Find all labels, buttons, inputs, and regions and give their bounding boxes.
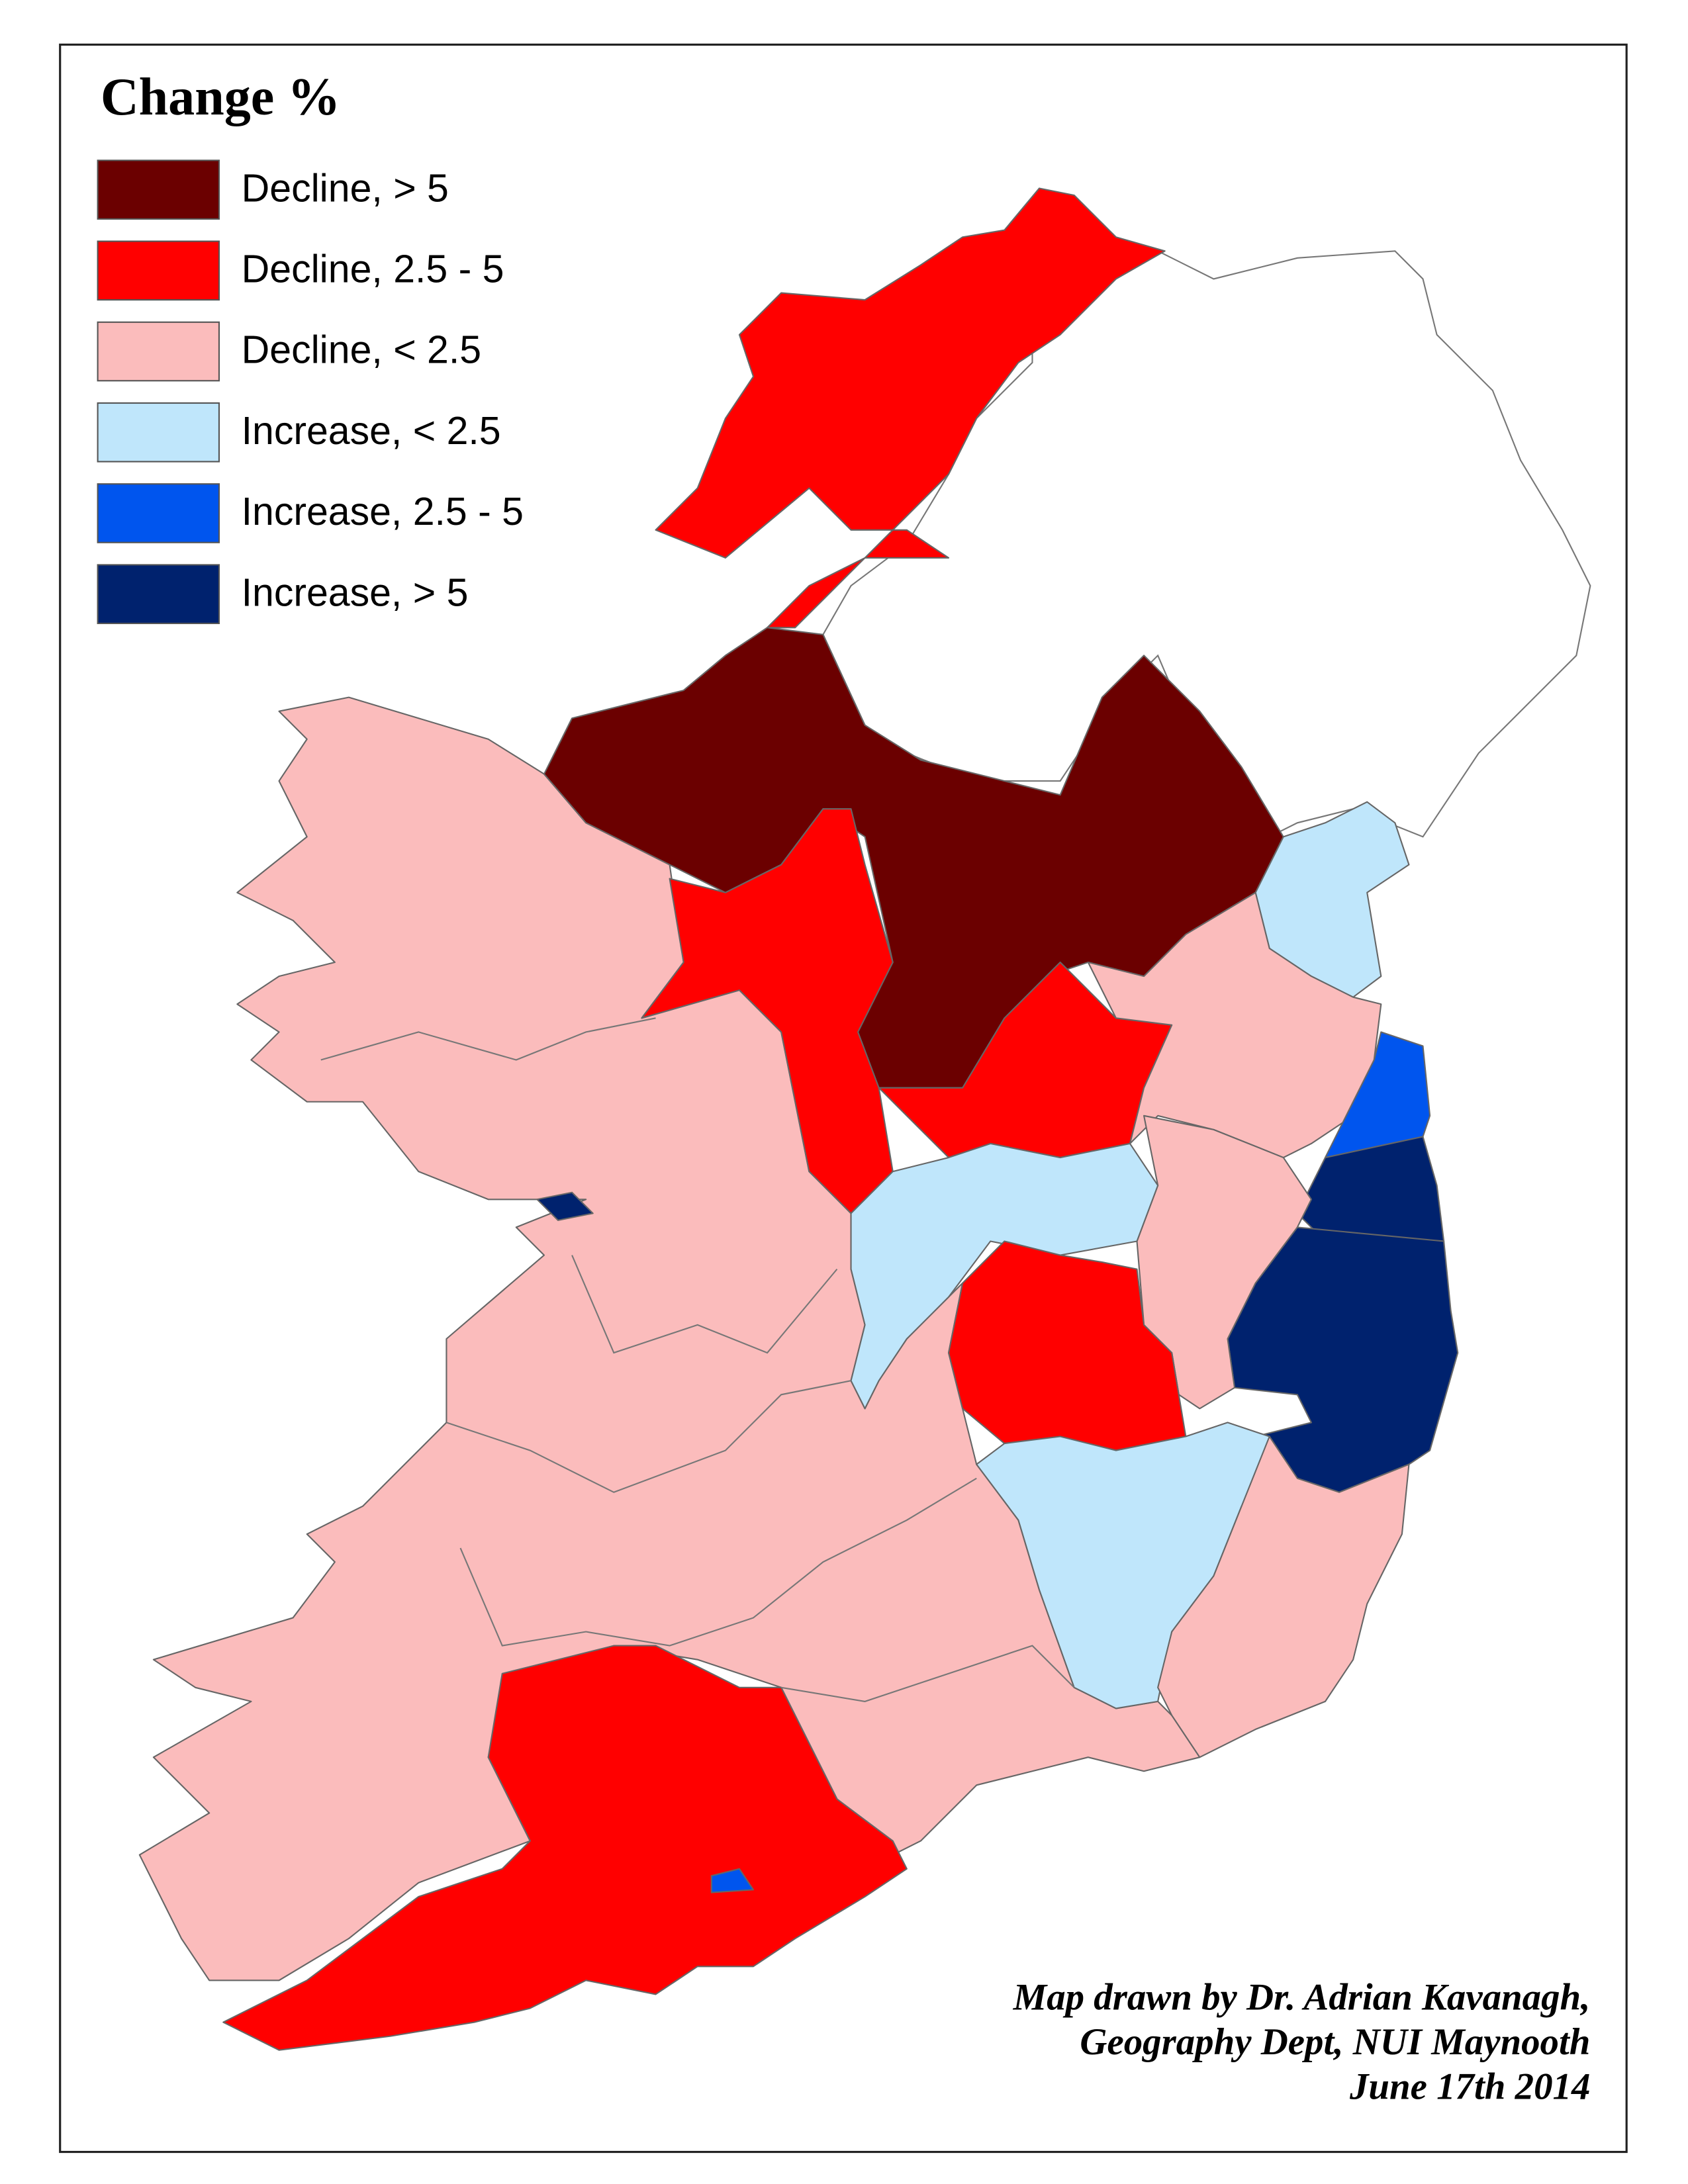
boundary — [571, 1255, 838, 1354]
legend-swatch — [97, 240, 220, 301]
credit-line: Map drawn by Dr. Adrian Kavanagh, — [1013, 1977, 1591, 2019]
boundary — [780, 1645, 1075, 1702]
regions — [138, 187, 1591, 2051]
legend-title: Change % — [101, 68, 341, 126]
legend-swatch — [97, 564, 220, 625]
boundary — [459, 1477, 977, 1647]
legend-swatch — [97, 321, 220, 382]
credit-line: Geography Dept, NUI Maynooth — [1080, 2021, 1590, 2063]
legend-label: Increase, < 2.5 — [242, 409, 501, 453]
legend-label: Decline, 2.5 - 5 — [242, 247, 504, 291]
region — [947, 1240, 1187, 1451]
legend-label: Decline, > 5 — [242, 166, 449, 210]
region — [710, 1868, 755, 1893]
region — [655, 187, 1166, 629]
region — [222, 1645, 908, 2051]
region — [1136, 1115, 1312, 1410]
legend-label: Increase, > 5 — [242, 570, 469, 614]
legend-label: Increase, 2.5 - 5 — [242, 490, 524, 533]
legend-swatch — [97, 483, 220, 543]
legend-swatch — [97, 159, 220, 220]
credit-line: June 17th 2014 — [1349, 2066, 1590, 2107]
boundary — [446, 1380, 851, 1493]
legend-swatch — [97, 402, 220, 463]
region — [1157, 1435, 1410, 1758]
region — [536, 1191, 594, 1221]
legend: Decline, > 5 Decline, 2.5 - 5 Decline, < 2… — [97, 159, 524, 625]
boundary — [320, 1017, 656, 1061]
legend-label: Decline, < 2.5 — [242, 328, 481, 372]
